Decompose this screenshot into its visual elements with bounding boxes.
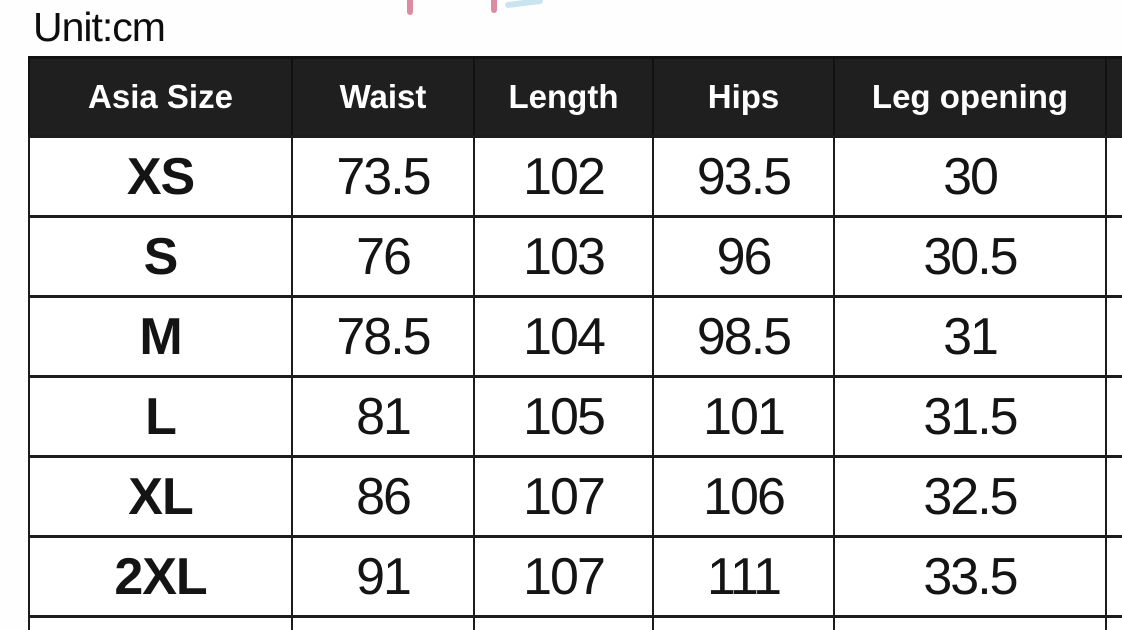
size-cell: S [28, 215, 293, 298]
unit-label: Unit:cm [33, 4, 166, 50]
header-cell-waist: Waist [291, 56, 475, 138]
waist-cell: 86 [291, 455, 475, 538]
truncated-cell [1105, 215, 1122, 298]
table-row-m: M 78.5 104 98.5 31 [28, 295, 1122, 378]
length-cell: 105 [473, 375, 654, 458]
length-cell: 102 [473, 135, 654, 218]
header-cell-leg-opening: Leg opening [833, 56, 1107, 138]
empty-cell [473, 615, 654, 630]
length-cell: 107 [473, 535, 654, 618]
leg-opening-cell: 30.5 [833, 215, 1107, 298]
table-header-row: Asia Size Waist Length Hips Leg opening [28, 56, 1122, 138]
waist-cell: 91 [291, 535, 475, 618]
size-cell: M [28, 295, 293, 378]
empty-cell [652, 615, 835, 630]
header-cell-truncated [1105, 56, 1122, 138]
truncated-cell [1105, 295, 1122, 378]
table-row-xl: XL 86 107 106 32.5 [28, 455, 1122, 538]
truncated-cell [1105, 455, 1122, 538]
size-cell: XL [28, 455, 293, 538]
size-cell: XS [28, 135, 293, 218]
waist-cell: 73.5 [291, 135, 475, 218]
hips-cell: 111 [652, 535, 835, 618]
sketch-remnant-pink-line-2 [491, 0, 497, 13]
leg-opening-cell: 30 [833, 135, 1107, 218]
table-row-2xl: 2XL 91 107 111 33.5 [28, 535, 1122, 618]
leg-opening-cell: 32.5 [833, 455, 1107, 538]
sketch-remnant-pink-line-1 [407, 0, 413, 15]
hips-cell: 93.5 [652, 135, 835, 218]
size-cell: L [28, 375, 293, 458]
table-row-partial [28, 615, 1122, 630]
table-row-xs: XS 73.5 102 93.5 30 [28, 135, 1122, 218]
header-cell-hips: Hips [652, 56, 835, 138]
hips-cell: 98.5 [652, 295, 835, 378]
length-cell: 107 [473, 455, 654, 538]
truncated-cell [1105, 375, 1122, 458]
empty-cell [1105, 615, 1122, 630]
waist-cell: 76 [291, 215, 475, 298]
size-cell: 2XL [28, 535, 293, 618]
size-chart-table: Asia Size Waist Length Hips Leg opening … [28, 56, 1122, 630]
header-cell-length: Length [473, 56, 654, 138]
length-cell: 103 [473, 215, 654, 298]
header-cell-asia-size: Asia Size [28, 56, 293, 138]
empty-cell [28, 615, 293, 630]
hips-cell: 101 [652, 375, 835, 458]
leg-opening-cell: 33.5 [833, 535, 1107, 618]
sketch-remnant-blue-line [504, 0, 544, 9]
empty-cell [833, 615, 1107, 630]
leg-opening-cell: 31 [833, 295, 1107, 378]
empty-cell [291, 615, 475, 630]
length-cell: 104 [473, 295, 654, 378]
table-row-l: L 81 105 101 31.5 [28, 375, 1122, 458]
waist-cell: 78.5 [291, 295, 475, 378]
leg-opening-cell: 31.5 [833, 375, 1107, 458]
hips-cell: 106 [652, 455, 835, 538]
table-row-s: S 76 103 96 30.5 [28, 215, 1122, 298]
truncated-cell [1105, 535, 1122, 618]
hips-cell: 96 [652, 215, 835, 298]
waist-cell: 81 [291, 375, 475, 458]
truncated-cell [1105, 135, 1122, 218]
